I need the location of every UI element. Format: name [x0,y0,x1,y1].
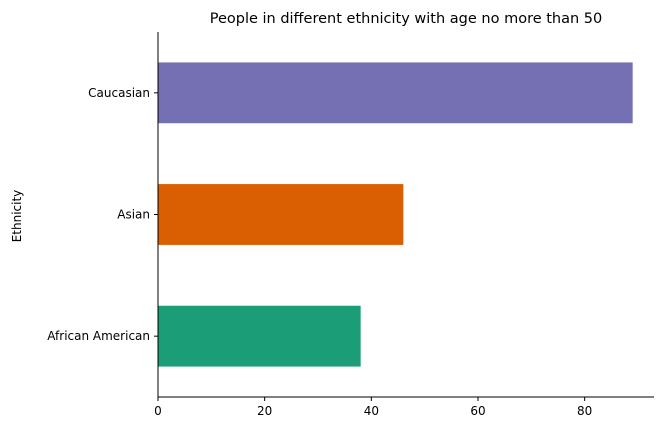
y-tick-label: Asian [117,208,150,222]
bar-african-american [158,305,361,367]
bar-caucasian [158,62,633,124]
bars-group [158,62,633,367]
x-tick-label: 80 [577,404,592,418]
y-tick-label: Caucasian [88,86,150,100]
chart-title: People in different ethnicity with age n… [210,11,603,27]
x-tick-label: 60 [470,404,485,418]
x-tick-label: 40 [364,404,379,418]
y-axis-label: Ethnicity [10,190,24,243]
y-tick-label: African American [47,329,150,343]
bar-asian [158,184,404,245]
x-ticks-group: 0 20 40 60 80 [154,397,592,418]
x-tick-label: 20 [257,404,272,418]
y-ticks-group: African American Asian Caucasian [47,86,158,343]
x-tick-label: 0 [154,404,162,418]
